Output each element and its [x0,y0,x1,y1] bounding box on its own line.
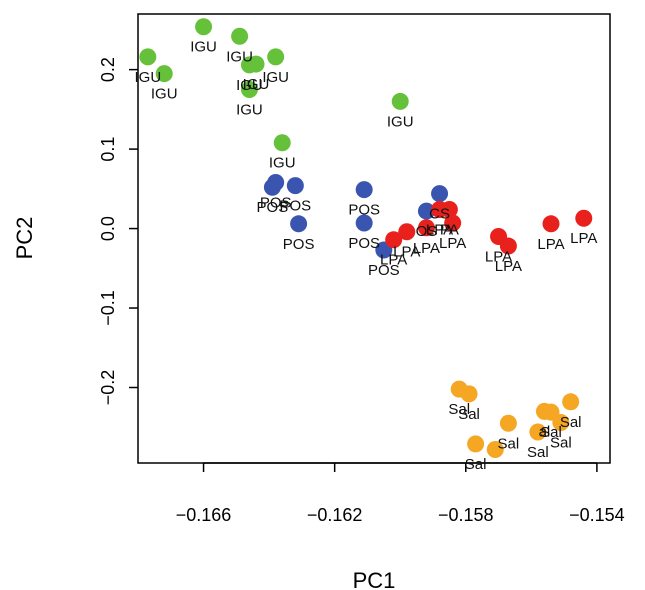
data-point-sal [486,440,504,458]
data-point-igu [240,80,258,98]
data-label-lpa: LPA [485,249,512,266]
data-label-pos: POS [260,194,292,211]
data-point-lpa [444,214,462,232]
data-label-igu: IGU [236,101,263,118]
data-point-sal [529,423,547,441]
data-label-igu: IGU [236,77,263,94]
data-label-pos: POS [368,262,400,279]
data-point-pos [355,214,373,232]
data-label-sal: Sal [550,434,572,451]
data-label-lpa: PA [440,221,459,238]
data-label-sal: Sal [560,414,582,431]
data-point-pos [431,185,449,203]
data-point-pos [267,173,285,191]
data-label-sal: Sal [458,406,480,423]
data-point-igu [139,48,157,66]
data-point-lpa [385,231,403,249]
data-label-lpa: LPA [537,236,564,253]
point-labels: IGUIGUIGUIGUIGUIGUIGUIGUIGUIGUPOSPOSPOSP… [134,39,597,473]
data-point-sal [562,393,580,411]
data-label-sal: Sal [527,444,549,461]
data-point-pos [286,177,304,195]
y-tick-label: −0.1 [98,290,118,326]
data-point-igu [391,92,409,110]
data-label-pos: OS [416,223,438,240]
data-point-sal [467,435,485,453]
x-tick-label: −0.158 [438,505,494,525]
data-point-lpa [575,209,593,227]
data-label-igu: IGU [262,69,289,86]
data-label-lpa: LPA [439,235,466,252]
data-label-lpa: LPA [393,244,420,261]
data-point-igu [267,48,285,66]
data-label-sal: Sal [448,401,470,418]
data-label-igu: IGU [226,48,253,65]
data-label-igu: IGU [151,86,178,103]
y-tick-label: 0.0 [98,216,118,241]
data-label-lpa: LPA [413,240,440,257]
data-point-pos [355,181,373,199]
data-points [139,18,593,458]
data-label-sal: al [539,423,551,440]
data-label-igu: IGU [134,69,161,86]
data-point-igu [155,65,173,83]
data-label-pos: CS [429,206,450,223]
data-label-lpa: LPA [495,258,522,275]
data-point-pos [290,215,308,233]
x-axis-title: PC1 [353,568,396,590]
data-point-sal [499,414,517,432]
data-point-sal [552,413,570,431]
data-point-sal [460,385,478,403]
data-label-pos: POS [257,199,289,216]
y-tick-label: −0.2 [98,370,118,406]
data-point-lpa [542,215,560,233]
data-point-igu [231,27,249,45]
data-point-igu [273,134,291,152]
x-tick-label: −0.154 [569,505,625,525]
data-label-sal: Sal [540,424,562,441]
y-tick-label: 0.2 [98,57,118,82]
y-axis-title: PC2 [12,217,37,260]
data-point-igu [247,55,265,73]
data-point-igu [195,18,213,36]
x-axis: −0.166 −0.162 −0.158 −0.154 [176,462,625,525]
data-label-igu: IGU [190,39,217,56]
y-tick-label: 0.1 [98,137,118,162]
data-label-pos: POS [283,236,315,253]
data-label-igu: IGU [269,155,296,172]
data-label-igu: IGU [387,113,414,130]
data-point-lpa [417,219,435,237]
data-point-lpa [440,200,458,218]
data-point-lpa [499,237,517,255]
data-label-sal: Sal [465,456,487,473]
data-label-pos: POS [279,198,311,215]
data-label-igu: IGU [243,76,270,93]
data-label-pos: POS [348,235,380,252]
data-point-lpa [398,223,416,241]
data-label-lpa: LPA [570,230,597,247]
x-tick-label: −0.162 [307,505,363,525]
x-tick-label: −0.166 [176,505,232,525]
data-label-sal: Sal [498,435,520,452]
data-label-lpa: LPA [426,221,453,238]
data-point-pos [417,202,435,220]
data-label-pos: POS [348,202,380,219]
data-label-lpa: LPA [380,252,407,269]
y-axis: −0.2 −0.1 0.0 0.1 0.2 [98,57,138,405]
